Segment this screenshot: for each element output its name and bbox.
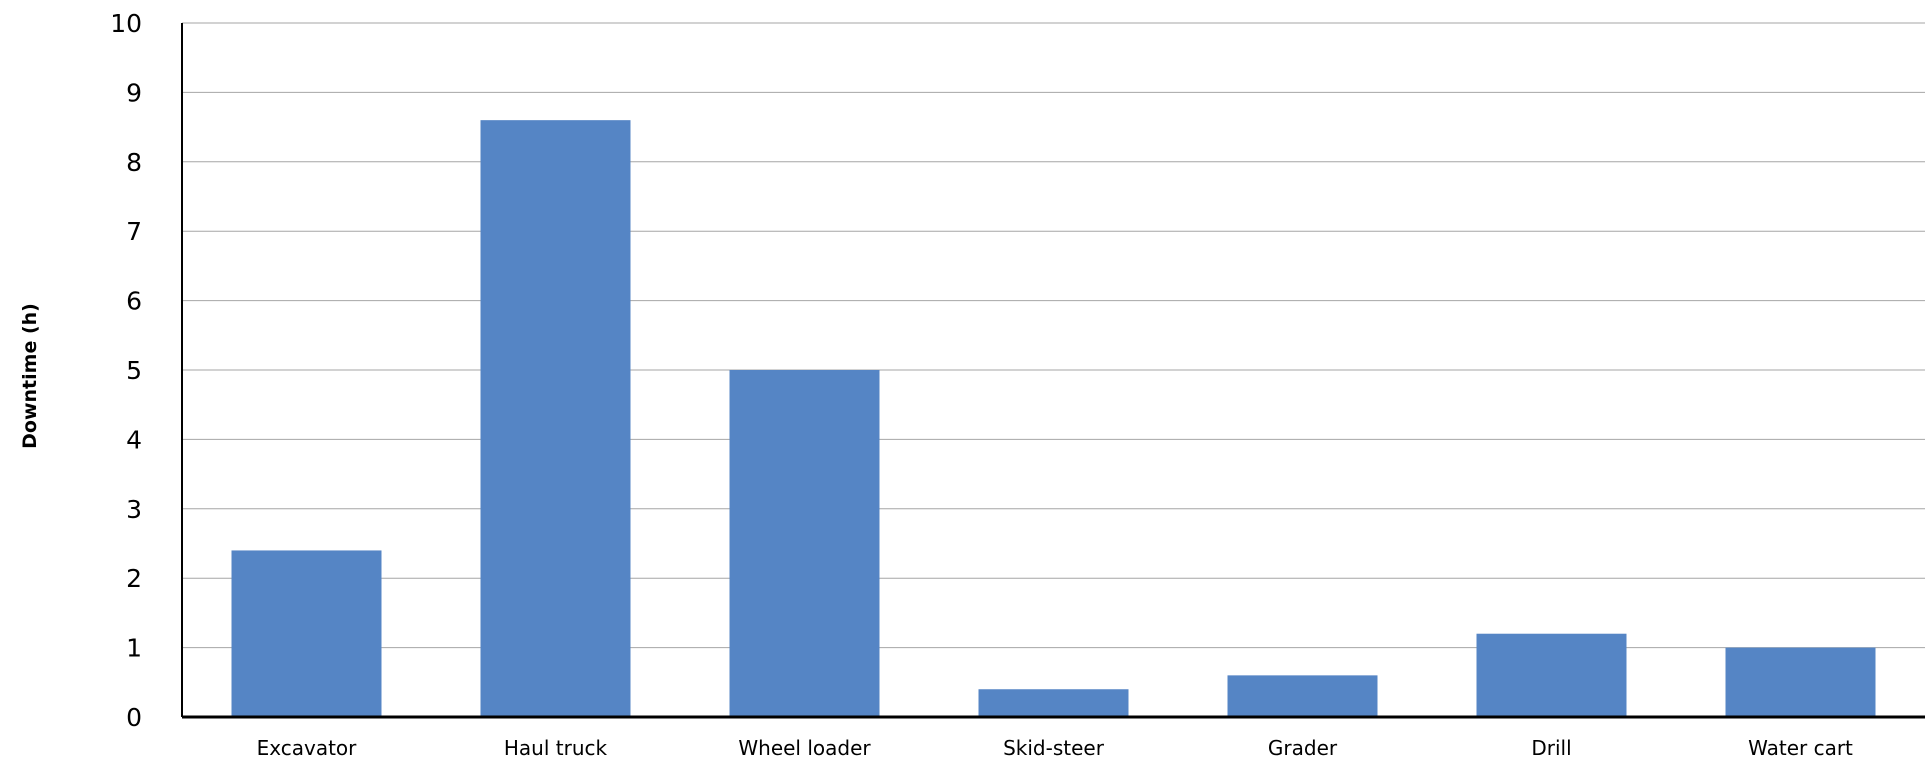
y-axis-title: Downtime (h): [19, 303, 41, 449]
bar-haul-truck: [480, 120, 631, 717]
bar-skid-steer: [978, 689, 1129, 717]
axes: [181, 23, 1925, 719]
y-tick-label: 7: [126, 217, 142, 246]
y-tick-label: 9: [126, 78, 142, 107]
x-tick-label: Haul truck: [504, 736, 608, 760]
bar-wheel-loader: [729, 370, 880, 717]
y-tick-label: 8: [126, 148, 142, 177]
x-tick-label: Grader: [1268, 736, 1338, 760]
y-tick-label: 4: [126, 425, 142, 454]
gridlines: [182, 22, 1925, 649]
y-tick-label: 5: [126, 356, 142, 385]
x-tick-labels: Excavator Haul truck Wheel loader Skid-stee…: [257, 736, 1853, 760]
bar-excavator: [231, 550, 382, 717]
x-tick-label: Wheel loader: [738, 736, 871, 760]
y-tick-label: 1: [126, 634, 142, 663]
bar-water-cart: [1725, 647, 1876, 717]
bar-grader: [1227, 675, 1378, 717]
x-tick-label: Drill: [1531, 736, 1571, 760]
y-tick-label: 2: [126, 564, 142, 593]
x-tick-label: Water cart: [1748, 736, 1853, 760]
y-tick-label: 0: [126, 703, 142, 732]
y-tick-label: 6: [126, 287, 142, 316]
y-tick-label: 10: [110, 9, 142, 38]
bars: [231, 120, 1876, 717]
y-tick-label: 3: [126, 495, 142, 524]
x-tick-label: Skid-steer: [1003, 736, 1105, 760]
y-tick-labels: 0 1 2 3 4 5 6 7 8 9 10: [110, 9, 142, 732]
bar-drill: [1476, 633, 1627, 717]
x-tick-label: Excavator: [257, 736, 358, 760]
